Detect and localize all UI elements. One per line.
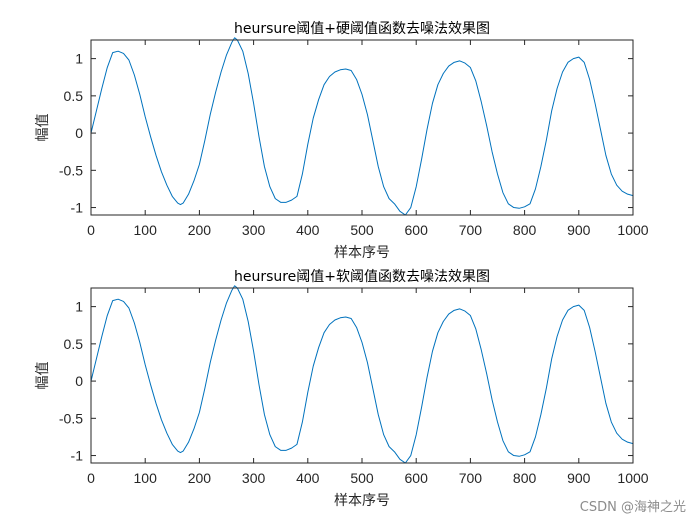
x-tick-label: 0 [87,222,95,238]
x-tick-label: 900 [567,222,591,238]
x-tick-label: 200 [188,470,212,486]
series-line-0 [90,37,634,216]
chart-title: heursure阈值+硬阈值函数去噪法效果图 [234,21,490,37]
y-tick-label: 1 [75,51,83,67]
y-tick-label: -0.5 [59,410,83,426]
x-tick-label: 500 [350,222,374,238]
y-tick-label: -1 [71,448,84,464]
y-tick-label: 0.5 [64,336,84,352]
y-tick-label: 1 [75,299,83,315]
x-axis-label: 样本序号 [334,493,390,509]
x-tick-label: 600 [405,470,429,486]
watermark-text: CSDN @海神之光 [579,500,686,515]
bottom-subplot: 0 100 200 300 400 500 600 700 800 900 1000 1 0.5 0 -0.… [35,269,649,509]
x-tick-label: 400 [296,222,320,238]
x-tick-label: 400 [296,470,320,486]
x-tick-label: 900 [567,470,591,486]
x-tick-label: 600 [405,222,429,238]
axes-box [90,287,634,464]
x-tick-label: 700 [459,222,483,238]
x-tick-label: 1000 [617,222,648,238]
x-tick-label: 300 [242,222,266,238]
x-tick-label: 200 [188,222,212,238]
y-tick-label: 0 [75,125,83,141]
x-tick-label: 800 [513,470,537,486]
y-axis-label: 幅值 [35,362,51,390]
top-subplot: 0 100 200 300 400 500 600 700 800 900 1000 1 0.5 0 -0.… [35,21,649,261]
x-tick-label: 1000 [617,470,648,486]
x-tick-label: 300 [242,470,266,486]
x-tick-label: 0 [87,470,95,486]
chart-title: heursure阈值+软阈值函数去噪法效果图 [234,269,490,285]
x-tick-label: 700 [459,470,483,486]
series-line-0 [90,285,634,464]
axes-box [90,39,634,216]
y-axis-label: 幅值 [35,114,51,142]
y-tick-label: 0.5 [64,88,84,104]
x-tick-label: 100 [134,470,158,486]
y-tick-label: -1 [71,200,84,216]
x-tick-label: 100 [134,222,158,238]
y-tick-label: -0.5 [59,162,83,178]
x-tick-label: 500 [350,470,374,486]
x-tick-label: 800 [513,222,537,238]
x-axis-label: 样本序号 [334,245,390,261]
y-tick-label: 0 [75,373,83,389]
